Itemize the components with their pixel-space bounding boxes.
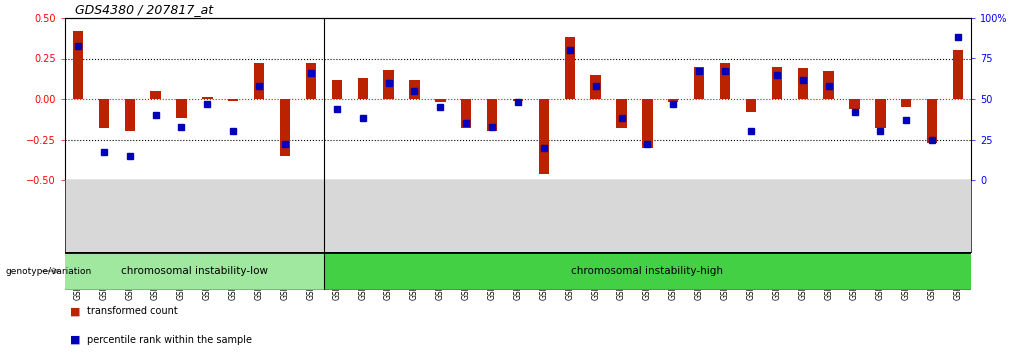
Bar (669, 99, 679, 102)
Bar (409, 80, 420, 99)
Bar (798, 68, 808, 99)
Bar (324, 252, 971, 290)
Bar (228, 99, 239, 101)
Text: genotype/variation: genotype/variation (5, 267, 91, 275)
Text: ■: ■ (70, 306, 80, 316)
Bar (435, 99, 446, 102)
Text: transformed count: transformed count (87, 306, 178, 316)
Bar (279, 99, 291, 156)
Bar (849, 99, 860, 109)
Bar (538, 99, 549, 173)
Bar (875, 99, 886, 128)
Bar (927, 99, 938, 143)
Bar (125, 99, 135, 131)
Bar (254, 63, 264, 99)
Bar (772, 67, 782, 99)
Bar (823, 72, 834, 99)
Bar (565, 38, 575, 99)
Text: chromosomal instability-high: chromosomal instability-high (571, 266, 723, 276)
Bar (590, 75, 600, 99)
Bar (617, 99, 627, 128)
Bar (953, 50, 963, 99)
Bar (150, 91, 161, 99)
Bar (65, 252, 324, 290)
Bar (461, 99, 471, 128)
Bar (694, 67, 704, 99)
Bar (202, 97, 212, 99)
Bar (383, 70, 394, 99)
Bar (720, 63, 731, 99)
Bar (177, 99, 187, 119)
Bar (306, 63, 316, 99)
Bar (746, 99, 756, 112)
Bar (99, 99, 109, 128)
Bar (901, 99, 911, 107)
Bar (358, 78, 368, 99)
Text: chromosomal instability-low: chromosomal instability-low (121, 266, 268, 276)
Text: ■: ■ (70, 335, 80, 344)
Bar (73, 31, 83, 99)
Bar (487, 99, 497, 131)
Text: GDS4380 / 207817_at: GDS4380 / 207817_at (75, 3, 213, 16)
Bar (642, 99, 652, 148)
Bar (513, 99, 523, 101)
Bar (331, 80, 342, 99)
Text: percentile rank within the sample: percentile rank within the sample (87, 335, 252, 344)
